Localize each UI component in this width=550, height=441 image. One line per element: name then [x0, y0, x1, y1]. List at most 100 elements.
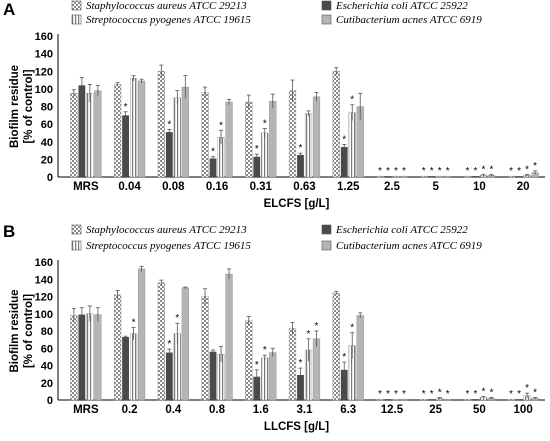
bar [129, 333, 138, 401]
significance-marker: * [533, 161, 537, 172]
x-tick-label: 1.25 [337, 181, 360, 193]
bar [209, 158, 217, 177]
significance-marker: * [509, 389, 513, 400]
x-tick-label: 12.5 [381, 404, 404, 416]
x-axis-title: LLCFS [g/L] [264, 421, 329, 433]
bar [507, 175, 515, 178]
bar [340, 369, 348, 400]
x-tick-label: 0.2 [122, 404, 138, 416]
bar [94, 314, 102, 401]
significance-marker: * [255, 360, 259, 371]
y-tick-label: 0 [47, 395, 53, 407]
bar [340, 147, 348, 177]
significance-marker: * [299, 358, 303, 369]
significance-marker: * [307, 329, 311, 340]
legend-item: Staphylococcus aureus ATCC 29213 [71, 0, 247, 12]
bar [261, 357, 269, 401]
y-tick-label: 160 [35, 31, 53, 43]
bar [129, 78, 138, 178]
y-tick-label: 160 [35, 257, 53, 269]
bar [428, 176, 436, 177]
bar [444, 175, 452, 178]
bar [297, 154, 304, 177]
bar [113, 294, 122, 401]
bar [201, 296, 209, 401]
y-tick-label: 60 [41, 343, 53, 355]
y-tick-label: 120 [35, 292, 53, 304]
bar [515, 176, 523, 177]
y-axis-title-line: Biofilm residue [9, 65, 21, 148]
x-tick-label: 3.1 [297, 404, 314, 416]
y-tick-label: 80 [41, 102, 53, 114]
bar [288, 90, 297, 178]
legend-item: Staphylococcus aureus ATCC 29213 [71, 224, 247, 236]
y-tick-label: 60 [41, 119, 53, 131]
bar [94, 90, 102, 178]
bar [463, 398, 472, 401]
legend-label: Staphylococcus aureus ATCC 29213 [86, 224, 247, 236]
bar [507, 398, 515, 401]
bar [400, 175, 408, 178]
bar [86, 313, 94, 401]
y-tick-label: 140 [35, 274, 53, 286]
x-tick-label: 50 [473, 404, 486, 416]
bar [201, 92, 209, 178]
y-axis-title-line: [% of control] [23, 294, 35, 368]
bar [356, 315, 364, 401]
bar [253, 376, 261, 400]
significance-marker: * [473, 166, 477, 177]
significance-marker: * [473, 389, 477, 400]
bar [463, 175, 472, 178]
legend-label: Escherichia coli ATCC 25922 [335, 0, 468, 12]
significance-marker: * [481, 164, 485, 175]
x-tick-label: MRS [73, 181, 99, 193]
bar [376, 175, 384, 178]
significance-marker: * [402, 166, 406, 177]
significance-marker: * [378, 389, 382, 400]
significance-marker: * [430, 166, 434, 177]
legend-swatch [71, 240, 82, 251]
x-axis-title: ELCFS [g/L] [264, 198, 330, 210]
y-tick-label: 40 [41, 137, 53, 149]
significance-marker: * [438, 166, 442, 177]
bar [165, 352, 173, 400]
bar [288, 328, 297, 401]
significance-marker: * [465, 166, 469, 177]
bar [332, 292, 340, 401]
significance-marker: * [517, 389, 521, 400]
bar [515, 399, 523, 400]
bar [181, 287, 189, 401]
x-tick-label: 0.4 [165, 404, 182, 416]
legend-label: Cutibacterium acnes ATCC 6919 [336, 14, 482, 26]
bar [392, 175, 400, 178]
x-tick-label: 0.16 [206, 181, 228, 193]
significance-marker: * [263, 119, 267, 130]
significance-marker: * [350, 95, 354, 106]
significance-marker: * [533, 387, 537, 398]
y-tick-label: 20 [41, 154, 53, 166]
bar [78, 314, 86, 400]
x-tick-label: 100 [514, 404, 533, 416]
bar [384, 176, 392, 177]
chart-panel-a: A Staphylococcus aureus ATCC 29213 Escheri… [3, 0, 545, 210]
x-tick-label: 5 [432, 181, 439, 193]
significance-marker: * [525, 164, 529, 175]
significance-marker: * [386, 389, 390, 400]
y-tick-label: 40 [41, 361, 53, 373]
bar [269, 352, 277, 401]
legend-item: Streptococcus pyogenes ATCC 19615 [71, 14, 251, 26]
bar [261, 132, 269, 178]
legend-label: Cutibacterium acnes ATCC 6919 [336, 240, 482, 252]
significance-marker: * [525, 383, 529, 394]
legend-swatch [71, 224, 82, 235]
legend-label: Staphylococcus aureus ATCC 29213 [86, 0, 247, 12]
legend-swatch [321, 14, 332, 25]
panel-letter: B [3, 222, 15, 241]
y-tick-label: 100 [35, 84, 53, 96]
x-tick-label: 1.6 [253, 404, 269, 416]
legend-item: Escherichia coli ATCC 25922 [321, 224, 468, 236]
significance-marker: * [465, 389, 469, 400]
legend-swatch [321, 240, 332, 251]
significance-marker: * [394, 166, 398, 177]
